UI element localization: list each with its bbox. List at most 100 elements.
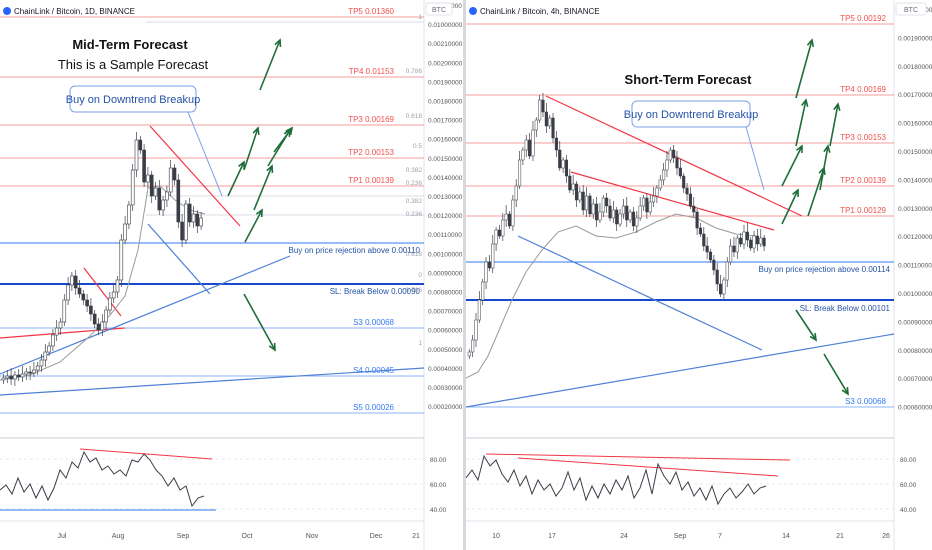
left-price-tick: 0.00180000	[428, 99, 463, 106]
left-level-lines: TP5 0.01360 TP4 0.01153 TP3 0.00169 TP2 0.0…	[0, 7, 424, 414]
right-candle	[702, 233, 706, 247]
right-candle	[558, 149, 562, 169]
left-candle	[184, 203, 188, 241]
right-candle	[648, 201, 652, 213]
right-x-tick: 10	[492, 533, 500, 540]
left-candle	[85, 299, 89, 307]
right-candles	[467, 93, 766, 359]
right-x-tick: 17	[548, 533, 556, 540]
left-price-tick: 0.00090000	[428, 270, 463, 277]
left-rsi-pane	[0, 448, 424, 511]
left-price-tick: 0.00110000	[428, 232, 462, 239]
right-candle	[544, 111, 548, 127]
left-candle	[104, 309, 108, 323]
right-candle	[531, 129, 535, 157]
right-candle	[501, 219, 505, 237]
right-candle	[561, 159, 565, 169]
right-candle	[484, 261, 488, 283]
left-x-tick: Nov	[306, 533, 319, 540]
right-candle	[588, 195, 592, 215]
left-fib-label: 0.236	[406, 180, 423, 187]
right-candle	[578, 191, 582, 201]
right-price-tick: 0.00140000	[898, 177, 932, 184]
right-candle	[695, 211, 699, 229]
left-candle	[73, 275, 78, 289]
right-rsi-pane	[466, 453, 894, 510]
left-price-tick: 0.00030000	[428, 385, 463, 392]
right-header: ChainLink / Bitcoin, 4h, BINANCE	[469, 7, 600, 16]
right-forecast-arrow	[781, 144, 803, 187]
left-candle	[119, 239, 124, 281]
right-level-label: S3 0.00068	[845, 397, 886, 406]
right-candle	[568, 175, 572, 191]
left-candle	[43, 351, 48, 361]
left-forecast-arrow	[244, 208, 263, 243]
right-forecast-arrows	[781, 38, 849, 396]
left-candle	[123, 223, 127, 241]
left-forecast-arrows	[227, 38, 294, 352]
left-currency-badge	[425, 2, 453, 16]
left-candle	[54, 327, 59, 336]
right-x-tick: 7	[718, 533, 722, 540]
right-candle	[625, 205, 629, 221]
right-candle	[678, 167, 682, 177]
left-rsi-axis: 80.00 60.00 40.00	[430, 457, 447, 514]
left-candle	[199, 217, 203, 227]
right-title: Short-Term Forecast	[625, 72, 753, 87]
right-candle	[665, 159, 669, 171]
right-level-label: TP2 0.00139	[840, 176, 886, 185]
right-candle	[755, 235, 759, 245]
right-candle	[518, 159, 522, 187]
left-fib-label: 0.786	[406, 287, 423, 294]
link-logo-icon	[3, 7, 11, 15]
right-candle	[497, 229, 502, 237]
right-candle	[729, 245, 733, 263]
left-callout-text: Buy on Downtrend Breakup	[66, 94, 201, 106]
left-candle	[195, 213, 200, 227]
right-candle	[487, 261, 491, 269]
right-candle	[658, 179, 662, 189]
right-candle	[745, 231, 749, 241]
left-price-tick: 0.00120000	[428, 213, 463, 220]
left-candle	[134, 139, 139, 171]
right-candle	[618, 213, 622, 225]
left-fib-label: 0.786	[406, 68, 423, 75]
left-x-tick: Dec	[370, 533, 383, 540]
right-candle	[722, 279, 726, 295]
left-candle	[62, 299, 67, 323]
right-candle	[705, 245, 709, 253]
left-price-tick: 0.00210000	[428, 41, 463, 48]
left-candle	[191, 213, 196, 223]
right-candle	[541, 99, 545, 113]
left-forecast-arrow	[273, 126, 294, 153]
left-candle	[81, 293, 86, 301]
left-x-tick: Oct	[242, 533, 253, 540]
left-candle	[89, 305, 93, 315]
right-candle	[708, 251, 713, 261]
left-price-tick: 0.00190000	[428, 79, 463, 86]
right-chart: TP5 0.00192 TP4 0.00169 TP3 0.00153 TP2 0.0…	[466, 0, 932, 550]
left-candle	[153, 187, 158, 197]
left-price-tick: 0.00020000	[428, 404, 463, 411]
left-time-axis: Jul Aug Sep Oct Nov Dec 21	[58, 533, 420, 540]
left-currency: BTC	[432, 7, 446, 14]
right-candle	[712, 259, 716, 271]
right-price-tick: 0.00100000	[898, 291, 932, 298]
right-candle	[742, 231, 746, 245]
right-candle	[507, 213, 512, 227]
right-candle	[608, 205, 612, 219]
left-candle	[1, 377, 6, 381]
right-callout: Buy on Downtrend Breakup	[624, 100, 765, 191]
left-header: ChainLink / Bitcoin, 1D, BINANCE	[3, 7, 135, 16]
right-candle	[735, 237, 739, 253]
left-trend-lines	[0, 125, 425, 396]
right-x-tick: 21	[836, 533, 844, 540]
left-level-label: S5 0.00026	[353, 403, 394, 412]
right-rsi-tick: 40.00	[900, 507, 917, 514]
left-candle	[176, 179, 181, 223]
left-forecast-arrow	[259, 38, 282, 91]
left-candle	[47, 345, 51, 353]
right-forecast-arrow	[781, 188, 799, 225]
left-level-label: TP3 0.00169	[348, 115, 394, 124]
right-candle	[574, 183, 579, 201]
